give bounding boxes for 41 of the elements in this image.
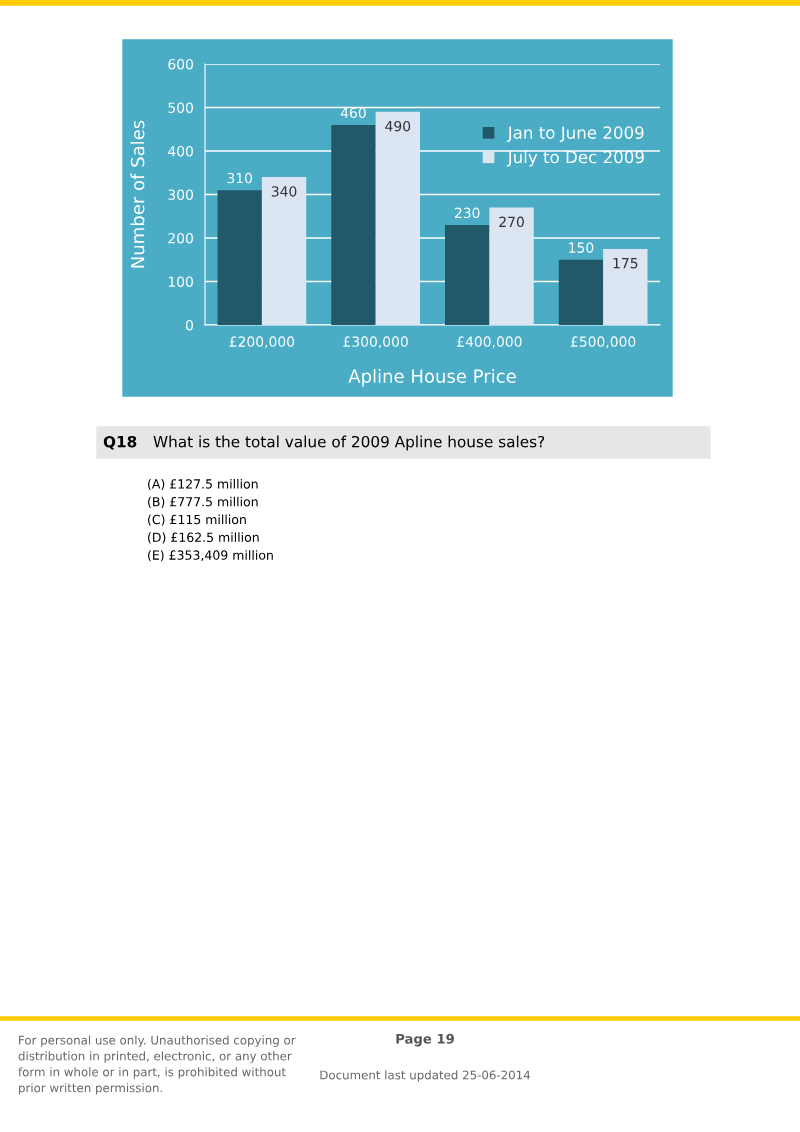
x-tick-label: £200,000	[229, 336, 295, 349]
y-tick-label: 600	[168, 58, 193, 70]
x-tick-label: £400,000	[457, 336, 522, 349]
data-label: 175	[613, 258, 638, 269]
text: (D) £162.5 million	[148, 532, 259, 544]
text: (A) £127.5 million	[148, 478, 258, 491]
bar	[375, 111, 420, 325]
data-label: 460	[340, 107, 366, 119]
data-label: 150	[569, 242, 594, 253]
y-tick-label: 100	[168, 276, 193, 287]
y-tick-label: 200	[168, 232, 193, 244]
text: For personal use only. Unauthorised copying or distribution in printed, electronic, or any other form in whole or in part, is prohibited without prior written permission.	[18, 1035, 296, 1095]
x-tick-label: £500,000	[570, 336, 636, 349]
x-tick-label: £300,000	[343, 336, 408, 349]
y-tick-label: 400	[168, 145, 193, 157]
y-tick-label: 500	[168, 102, 193, 113]
x-axis-title: Apline House Price	[348, 369, 516, 387]
bar	[489, 207, 534, 325]
y-tick-label: 0	[185, 319, 193, 331]
text: Document last updated 25-06-2014	[320, 1070, 531, 1082]
bar	[217, 190, 262, 325]
text: (B) £777.5 million	[148, 496, 258, 508]
text: Page 19	[396, 1033, 454, 1047]
data-label: 270	[499, 216, 524, 228]
bar	[558, 259, 604, 325]
text: What is the total value of 2009 Apline house sales?	[153, 435, 545, 451]
data-label: 490	[385, 120, 411, 132]
text: (E) £353,409 million	[148, 550, 273, 562]
data-label: 230	[454, 207, 480, 219]
y-axis-title: Number of Sales	[130, 120, 145, 268]
text: (C) £115 million	[148, 514, 246, 526]
data-label: 310	[227, 172, 253, 184]
text: Q18	[103, 435, 137, 450]
legend-label: Jan to June 2009	[506, 126, 644, 142]
bar	[331, 124, 376, 325]
data-label: 340	[271, 186, 297, 197]
bar	[261, 177, 307, 325]
bar	[445, 224, 490, 325]
y-tick-label: 300	[168, 189, 193, 200]
bar	[603, 248, 648, 325]
legend-label: July to Dec 2009	[506, 150, 644, 167]
